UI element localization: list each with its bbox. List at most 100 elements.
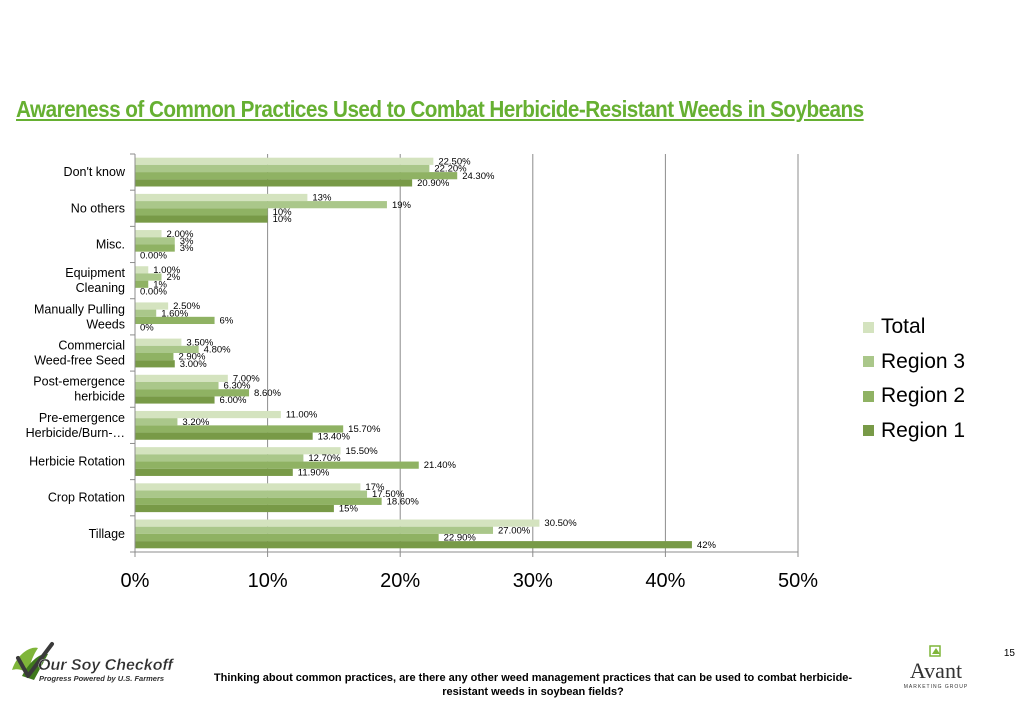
bar (135, 345, 199, 353)
data-label: 10% (273, 207, 293, 218)
data-label: 17% (365, 482, 385, 493)
category-label: Manually Pulling (34, 302, 125, 316)
legend-swatch-region-3 (863, 356, 874, 368)
legend-item-region-1: Region 1 (863, 414, 965, 449)
data-label: 20.90% (417, 178, 450, 189)
data-label: 1.60% (161, 308, 188, 319)
bar (135, 396, 215, 404)
legend-item-total: Total (863, 310, 965, 345)
data-label: 3.50% (186, 337, 213, 348)
x-tick-label: 30% (513, 570, 553, 592)
chart-title: Awareness of Common Practices Used to Co… (16, 96, 864, 122)
category-label: Herbicide/Burn-… (26, 426, 125, 440)
data-label: 2.90% (178, 352, 205, 363)
bar (135, 418, 178, 426)
data-label: 4.80% (204, 345, 231, 356)
data-label: 21.40% (424, 460, 457, 471)
category-label: Weed-free Seed (34, 354, 125, 368)
bar (135, 533, 439, 542)
x-tick-label: 20% (380, 570, 420, 592)
category-label: Cleaning (76, 281, 125, 295)
bar (135, 353, 174, 361)
category-label: Post-emergence (33, 375, 125, 389)
category-label: Crop Rotation (48, 491, 125, 505)
bar (135, 230, 162, 238)
bar (135, 164, 430, 173)
data-label: 17.50% (372, 489, 405, 500)
data-label: 3% (180, 236, 194, 247)
bar (135, 302, 169, 310)
bar (135, 280, 149, 288)
legend-swatch-total (863, 321, 874, 333)
data-label: 3% (180, 243, 194, 254)
data-label: 10% (273, 214, 293, 225)
category-label: Equipment (65, 266, 125, 280)
data-label: 6.00% (220, 395, 247, 406)
bar (135, 316, 215, 325)
data-label: 2% (167, 272, 181, 283)
data-label: 3.00% (180, 359, 207, 370)
data-label: 13% (312, 193, 332, 204)
data-label: 8.60% (254, 388, 281, 399)
x-tick-label: 40% (645, 570, 685, 592)
bar (135, 172, 458, 180)
data-label: 1% (153, 279, 167, 290)
x-tick-label: 10% (248, 570, 288, 592)
bar (135, 519, 540, 527)
data-label: 3.20% (182, 417, 209, 428)
data-label: 6% (220, 316, 234, 327)
bar (135, 432, 313, 440)
data-label: 7.00% (233, 373, 260, 384)
data-label: 13.40% (318, 431, 351, 442)
bar (135, 447, 341, 455)
soy-checkoff-logo-text: Our Soy Checkoff (38, 657, 175, 674)
avant-logo-text: Avant (910, 658, 962, 683)
data-label: 22.50% (438, 156, 471, 167)
category-label: No others (71, 201, 125, 215)
x-tick-label: 0% (121, 570, 150, 592)
bar (135, 374, 228, 382)
legend-swatch-region-1 (863, 425, 874, 437)
data-label: 42% (697, 540, 717, 551)
legend-label-region-3: Region 3 (881, 349, 966, 373)
data-label: 30.50% (544, 518, 577, 529)
data-label: 19% (392, 200, 412, 211)
bar-chart: 22.50%22.20%24.30% 20.90% Don't know 13% 19%… (26, 153, 818, 592)
category-label: Don't know (64, 165, 126, 179)
category-label: Weeds (86, 317, 125, 331)
data-label: 11.90% (298, 467, 330, 478)
data-label: 2.00% (167, 229, 194, 240)
category-label: herbicide (74, 390, 125, 404)
bar (135, 389, 250, 397)
data-label: 0.00% (140, 250, 167, 261)
data-label: 6.30% (224, 381, 251, 392)
avant-logo: Avant MARKETING GROUP (904, 645, 967, 690)
bar (135, 208, 268, 216)
bar (135, 179, 413, 187)
bar (135, 461, 419, 469)
bar (135, 215, 268, 223)
data-label: 12.70% (308, 453, 341, 464)
legend-swatch-region-2 (863, 390, 874, 402)
data-label: 0% (140, 323, 154, 334)
bar (135, 526, 494, 534)
bar (135, 468, 293, 476)
data-label: 24.30% (462, 171, 495, 182)
bar (135, 541, 692, 549)
bar (135, 338, 182, 346)
data-label: 15.70% (348, 424, 381, 435)
data-label: 22.90% (444, 533, 477, 544)
bar (135, 425, 344, 433)
bar (135, 381, 219, 390)
legend-label-region-1: Region 1 (881, 418, 966, 442)
page-number: 15 (1003, 648, 1015, 659)
bar (135, 193, 308, 202)
survey-question: Thinking about common practices, are the… (213, 672, 853, 698)
bar (135, 157, 434, 165)
bar (135, 360, 175, 368)
bar (135, 273, 162, 281)
bar (135, 497, 382, 505)
chart-legend: Total Region 3 Region 2 Region 1 (863, 310, 965, 448)
category-label: Misc. (96, 237, 125, 251)
data-label: 15% (339, 504, 359, 515)
